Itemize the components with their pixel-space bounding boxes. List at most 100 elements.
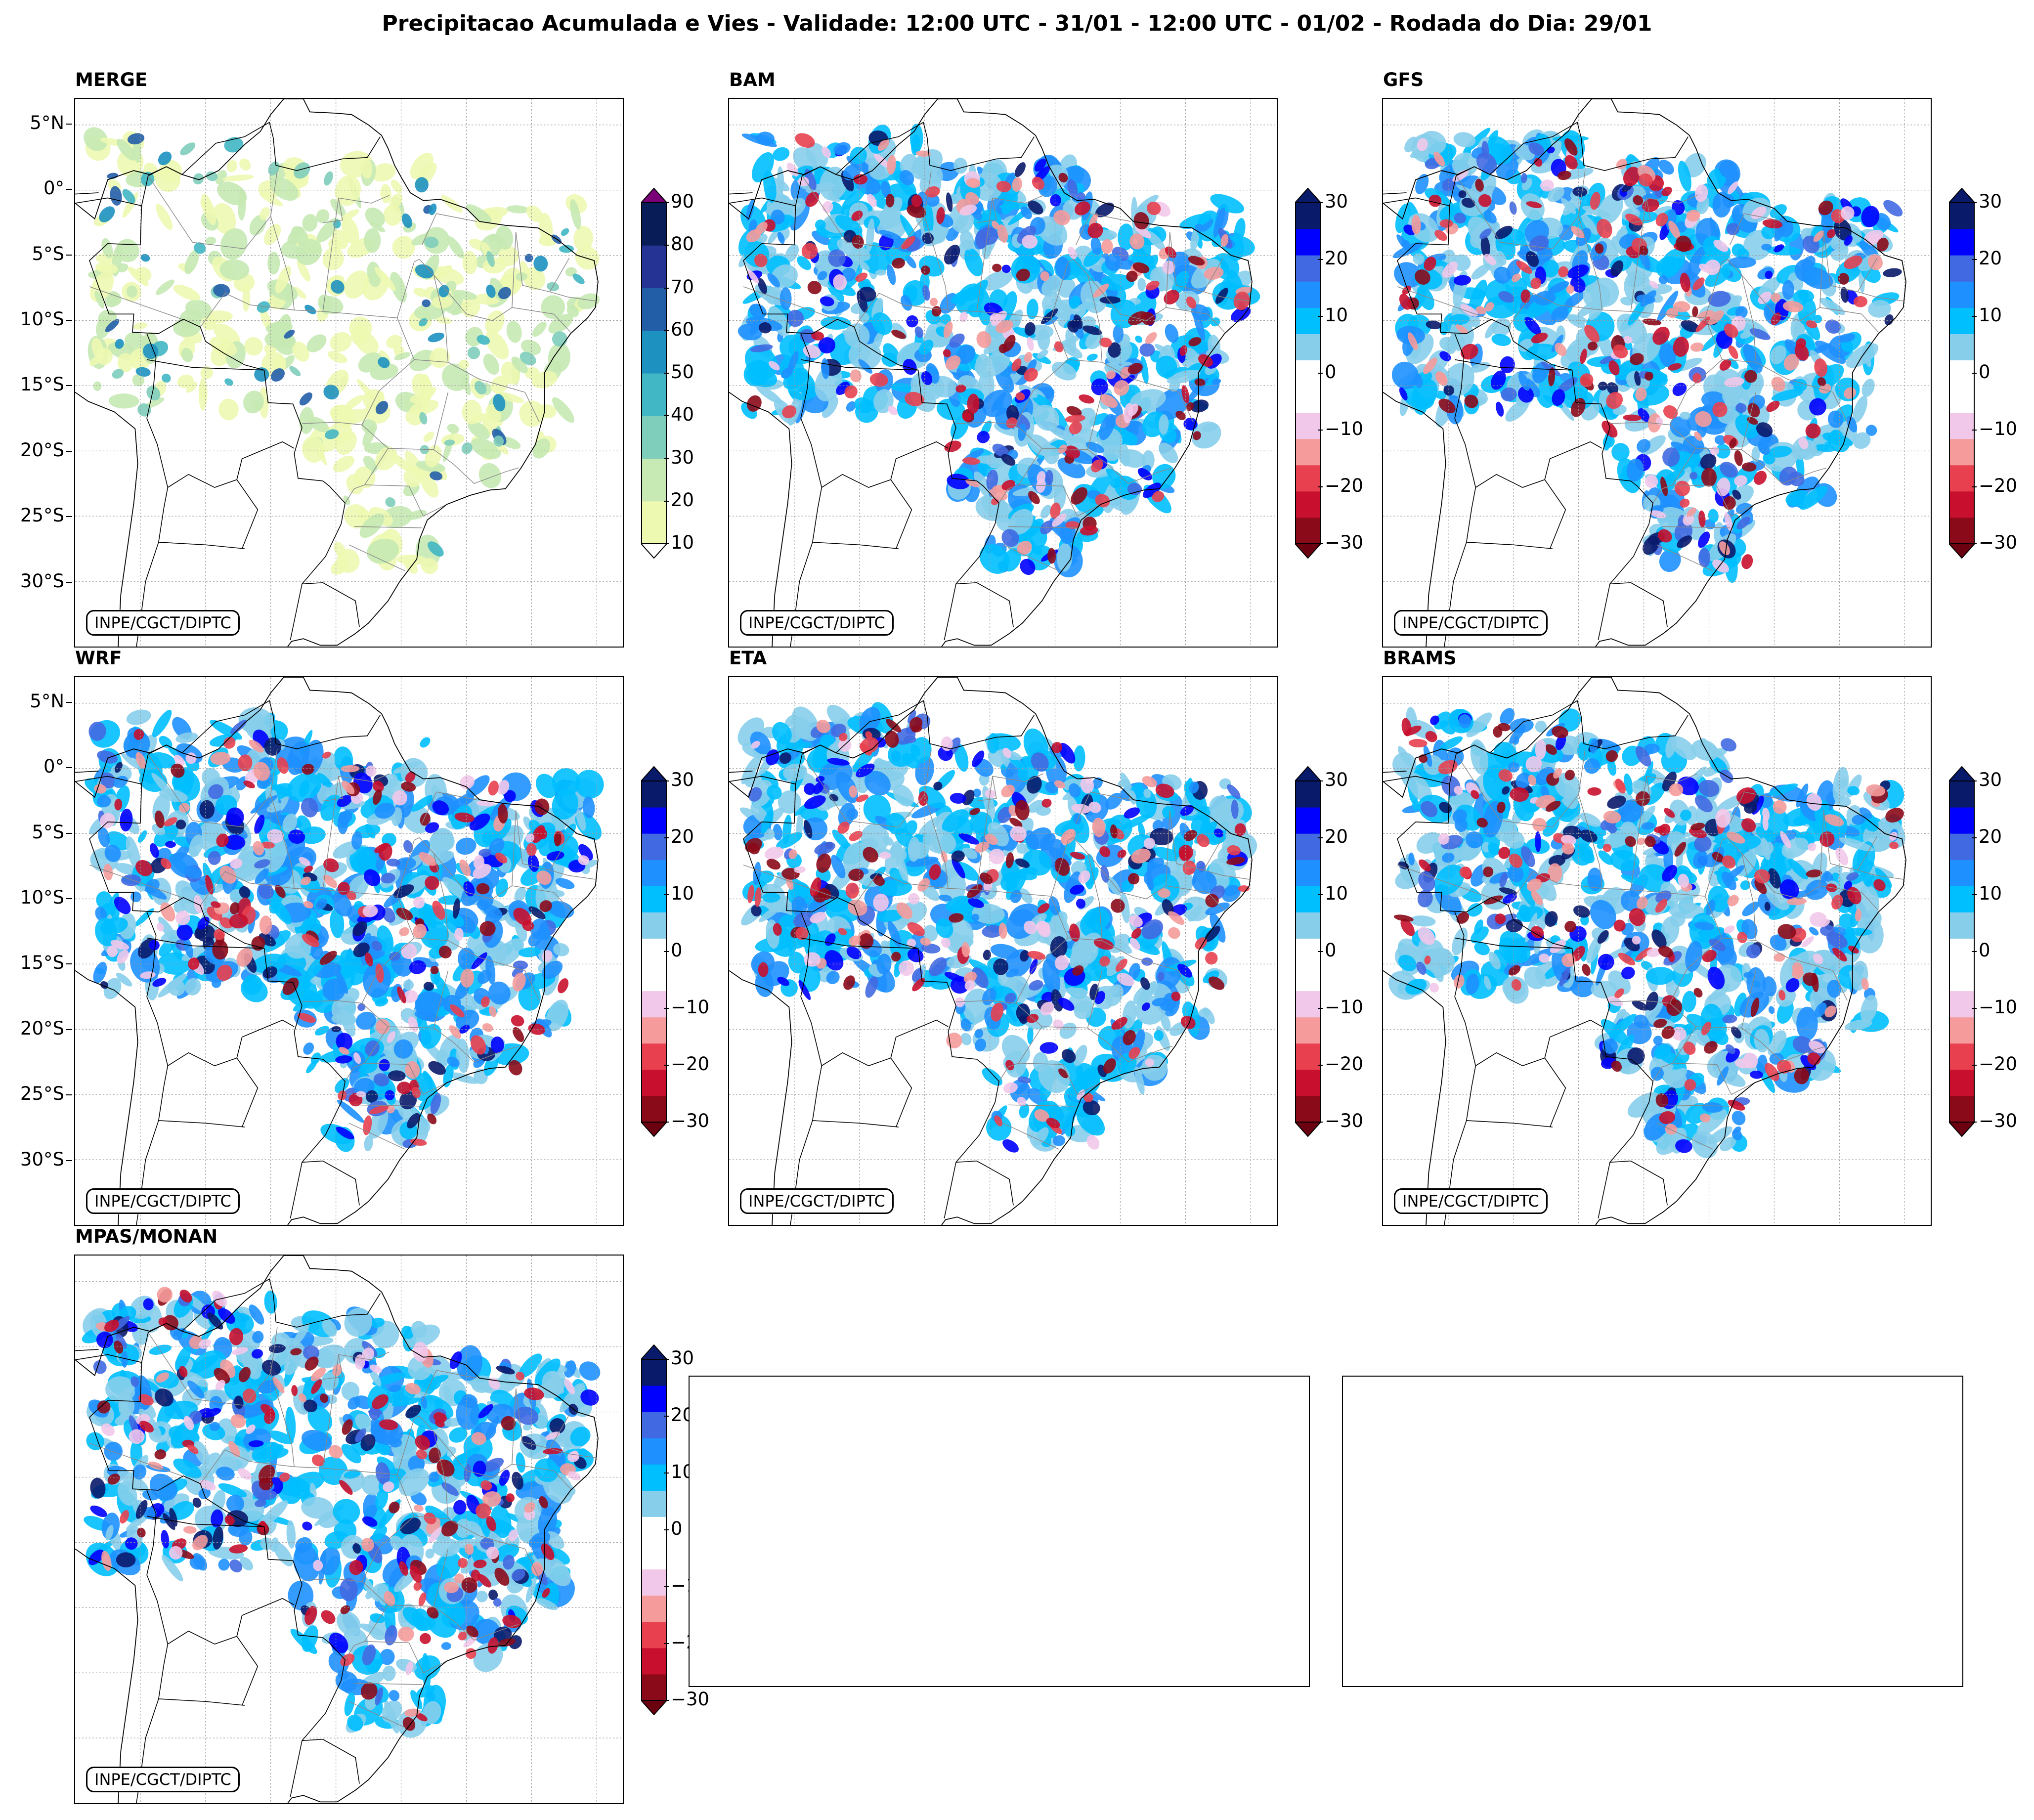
colorbar-tick: 0 — [664, 1518, 683, 1539]
lat-tick: 10°S — [0, 887, 72, 908]
empty-axes-1 — [689, 1376, 1310, 1687]
colorbar-tick: 30 — [1317, 191, 1348, 212]
cbar-eta-bar — [1295, 766, 1321, 1137]
colorbar-tick: 80 — [663, 233, 694, 255]
colorbar-tick: 70 — [663, 276, 694, 298]
panel-label-brams: BRAMS — [1383, 648, 1457, 669]
colorbar-tick: −10 — [663, 997, 710, 1018]
cbar-merge-bar — [641, 188, 667, 559]
map-brams: INPE/CGCT/DIPTC — [1382, 676, 1932, 1226]
lat-tick: 10°S — [0, 308, 72, 330]
colorbar-tick: −30 — [663, 1689, 710, 1710]
map-wrf: INPE/CGCT/DIPTC — [74, 676, 624, 1226]
colorbar-tick: 10 — [663, 883, 694, 904]
colorbar-tick: −20 — [1971, 1053, 2018, 1075]
colorbar-tick: 30 — [663, 446, 694, 468]
colorbar-wrf: 30 20 10 0 −10 −20 −30 — [641, 766, 709, 1137]
map-eta-canvas — [729, 677, 1277, 1225]
colorbar-tick: 10 — [1971, 304, 2002, 326]
credit-eta: INPE/CGCT/DIPTC — [740, 1188, 894, 1214]
colorbar-tick: −10 — [1317, 997, 1364, 1018]
lat-tick: 30°S — [0, 1149, 72, 1170]
cbar-brams-bar — [1949, 766, 1975, 1137]
colorbar-tick: −10 — [1971, 997, 2018, 1018]
colorbar-tick: 10 — [663, 532, 694, 553]
panel-label-eta: ETA — [729, 648, 767, 669]
panel-label-merge: MERGE — [75, 69, 148, 90]
lat-tick: 30°S — [0, 570, 72, 592]
map-bam-canvas — [729, 99, 1277, 647]
cbar-mpas-bar — [641, 1344, 667, 1715]
lat-tick: 0° — [0, 756, 72, 777]
colorbar-tick: 10 — [1971, 883, 2002, 904]
map-brams-canvas — [1383, 677, 1931, 1225]
colorbar-tick: 20 — [663, 826, 694, 847]
colorbar-tick: −30 — [1971, 1110, 2018, 1131]
panel-label-mpas: MPAS/MONAN — [75, 1226, 218, 1247]
credit-wrf: INPE/CGCT/DIPTC — [86, 1188, 240, 1214]
empty-axes-2 — [1342, 1376, 1963, 1687]
colorbar-tick: 20 — [1317, 826, 1348, 847]
colorbar-tick: −30 — [1971, 532, 2018, 553]
map-merge-canvas — [75, 99, 623, 647]
cbar-wrf-bar — [641, 766, 667, 1137]
colorbar-bam: 30 20 10 0 −10 −20 −30 — [1295, 188, 1363, 559]
colorbar-eta: 30 20 10 0 −10 −20 −30 — [1295, 766, 1363, 1137]
cbar-gfs-bar — [1949, 188, 1975, 559]
panel-label-gfs: GFS — [1383, 69, 1424, 90]
credit-mpas: INPE/CGCT/DIPTC — [86, 1767, 240, 1792]
map-gfs: INPE/CGCT/DIPTC — [1382, 98, 1932, 648]
colorbar-tick: −10 — [1317, 418, 1364, 439]
colorbar-brams: 30 20 10 0 −10 −20 −30 — [1949, 766, 2017, 1137]
colorbar-tick: 30 — [663, 769, 694, 790]
map-merge: INPE/CGCT/DIPTC — [74, 98, 624, 648]
credit-merge: INPE/CGCT/DIPTC — [86, 610, 240, 636]
map-eta: INPE/CGCT/DIPTC — [728, 676, 1278, 1226]
colorbar-tick: 0 — [1972, 361, 1991, 383]
colorbar-tick: −30 — [663, 1110, 710, 1131]
lat-tick: 5°S — [0, 243, 72, 264]
colorbar-tick: 60 — [663, 318, 694, 340]
credit-gfs: INPE/CGCT/DIPTC — [1394, 610, 1548, 636]
lat-tick: 20°S — [0, 1018, 72, 1039]
colorbar-gfs: 30 20 10 0 −10 −20 −30 — [1949, 188, 2017, 559]
colorbar-tick: −20 — [1317, 475, 1364, 496]
lat-tick: 0° — [0, 177, 72, 199]
colorbar-tick: 30 — [1317, 769, 1348, 790]
colorbar-tick: 20 — [1971, 826, 2002, 847]
colorbar-tick: 0 — [1972, 940, 1991, 961]
map-gfs-canvas — [1383, 99, 1931, 647]
lat-tick: 20°S — [0, 439, 72, 461]
lat-tick: 5°S — [0, 822, 72, 843]
colorbar-tick: 40 — [663, 404, 694, 426]
colorbar-accum: 90 80 70 60 50 40 30 20 10 — [641, 188, 694, 559]
panel-label-bam: BAM — [729, 69, 776, 90]
panel-label-wrf: WRF — [75, 648, 122, 669]
colorbar-tick: 20 — [663, 489, 694, 511]
colorbar-tick: −30 — [1317, 1110, 1364, 1131]
map-bam: INPE/CGCT/DIPTC — [728, 98, 1278, 648]
colorbar-tick: −10 — [1971, 418, 2018, 439]
lat-tick: 5°N — [0, 112, 72, 133]
map-mpas-canvas — [75, 1256, 623, 1803]
map-wrf-canvas — [75, 677, 623, 1225]
colorbar-tick: 30 — [1971, 191, 2002, 212]
colorbar-tick: 0 — [664, 940, 683, 961]
colorbar-tick: 0 — [1318, 361, 1337, 383]
credit-brams: INPE/CGCT/DIPTC — [1394, 1188, 1548, 1214]
lat-tick: 25°S — [0, 505, 72, 526]
colorbar-tick: 20 — [1971, 248, 2002, 269]
figure-title: Precipitacao Acumulada e Vies - Validade… — [382, 11, 1652, 36]
lat-tick: 5°N — [0, 691, 72, 712]
lat-tick: 15°S — [0, 952, 72, 973]
colorbar-tick: −30 — [1317, 532, 1364, 553]
colorbar-tick: −20 — [1971, 475, 2018, 496]
cbar-bam-bar — [1295, 188, 1321, 559]
colorbar-tick: −20 — [663, 1053, 710, 1075]
colorbar-tick: −20 — [1317, 1053, 1364, 1075]
colorbar-tick: 0 — [1318, 940, 1337, 961]
credit-bam: INPE/CGCT/DIPTC — [740, 610, 894, 636]
colorbar-tick: 10 — [1317, 883, 1348, 904]
colorbar-tick: 30 — [663, 1347, 694, 1369]
